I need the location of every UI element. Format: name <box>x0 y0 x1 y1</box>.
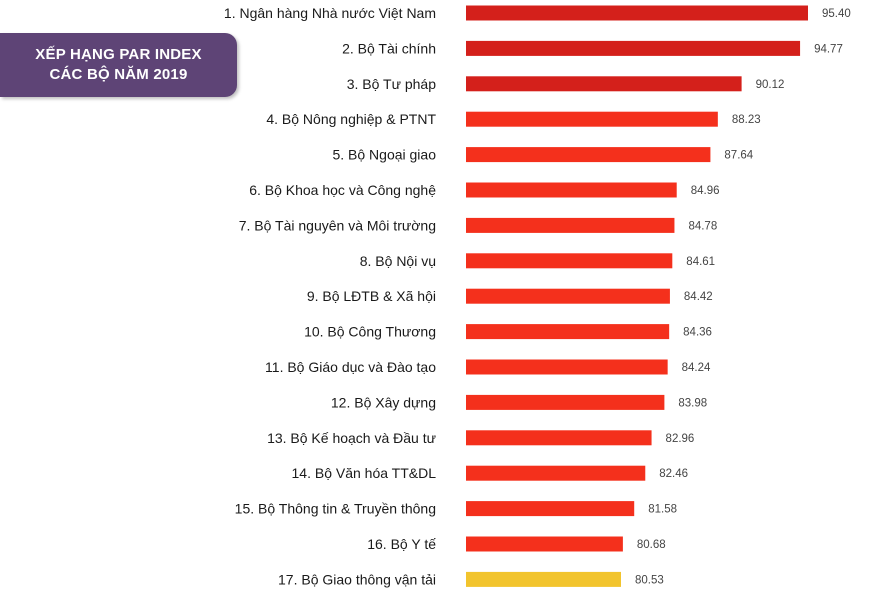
bar <box>466 182 677 198</box>
category-label: 3. Bộ Tư pháp <box>347 76 436 92</box>
value-label: 83.98 <box>678 397 707 409</box>
value-label: 84.42 <box>684 291 713 303</box>
chart-title-line-2: CÁC BỘ NĂM 2019 <box>49 66 188 83</box>
category-label: 5. Bộ Ngoại giao <box>332 147 436 163</box>
value-label: 84.61 <box>686 256 715 268</box>
bar <box>466 501 635 517</box>
category-label: 6. Bộ Khoa học và Công nghệ <box>249 182 436 198</box>
bar <box>466 359 668 375</box>
value-label: 84.36 <box>683 327 712 339</box>
category-label: 11. Bộ Giáo dục và Đào tạo <box>265 359 436 375</box>
category-label: 14. Bộ Văn hóa TT&DL <box>292 465 437 481</box>
bar <box>466 76 742 92</box>
value-label: 82.96 <box>666 433 695 445</box>
bar <box>466 111 718 127</box>
bar <box>466 217 675 233</box>
category-label: 12. Bộ Xây dựng <box>331 394 436 410</box>
chart-title-badge: XẾP HẠNG PAR INDEX CÁC BỘ NĂM 2019 <box>0 33 237 97</box>
bar <box>466 288 670 304</box>
category-label: 2. Bộ Tài chính <box>342 40 436 56</box>
category-label: 16. Bộ Y tế <box>367 536 436 552</box>
bar <box>466 5 808 21</box>
bar <box>466 394 665 410</box>
value-label: 84.24 <box>682 362 711 374</box>
bar <box>466 40 801 56</box>
bar <box>466 536 623 552</box>
chart-title-line-1: XẾP HẠNG PAR INDEX <box>35 46 202 63</box>
category-label: 13. Bộ Kế hoạch và Đầu tư <box>267 430 436 446</box>
bar <box>466 324 670 340</box>
bar <box>466 430 652 446</box>
value-label: 84.78 <box>688 220 717 232</box>
category-label: 8. Bộ Nội vụ <box>360 253 436 269</box>
bar <box>466 465 646 481</box>
value-label: 82.46 <box>659 468 688 480</box>
value-label: 94.77 <box>814 43 843 55</box>
value-label: 87.64 <box>724 150 753 162</box>
value-label: 84.96 <box>691 185 720 197</box>
category-label: 15. Bộ Thông tin & Truyền thông <box>235 501 436 517</box>
bar <box>466 147 711 163</box>
bar <box>466 253 673 269</box>
value-label: 88.23 <box>732 114 761 126</box>
category-label: 9. Bộ LĐTB & Xã hội <box>307 288 436 304</box>
value-label: 81.58 <box>648 504 677 516</box>
value-label: 95.40 <box>822 8 851 20</box>
value-label: 80.53 <box>635 574 664 586</box>
category-label: 17. Bộ Giao thông vận tải <box>278 571 436 587</box>
category-label: 1. Ngân hàng Nhà nước Việt Nam <box>224 5 436 21</box>
category-label: 10. Bộ Công Thương <box>304 324 436 340</box>
value-label: 80.68 <box>637 539 666 551</box>
bar <box>466 571 621 587</box>
value-label: 90.12 <box>756 79 785 91</box>
category-label: 4. Bộ Nông nghiệp & PTNT <box>266 111 436 127</box>
category-label: 7. Bộ Tài nguyên và Môi trường <box>239 217 436 233</box>
